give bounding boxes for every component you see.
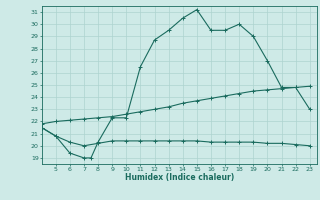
X-axis label: Humidex (Indice chaleur): Humidex (Indice chaleur): [124, 173, 234, 182]
